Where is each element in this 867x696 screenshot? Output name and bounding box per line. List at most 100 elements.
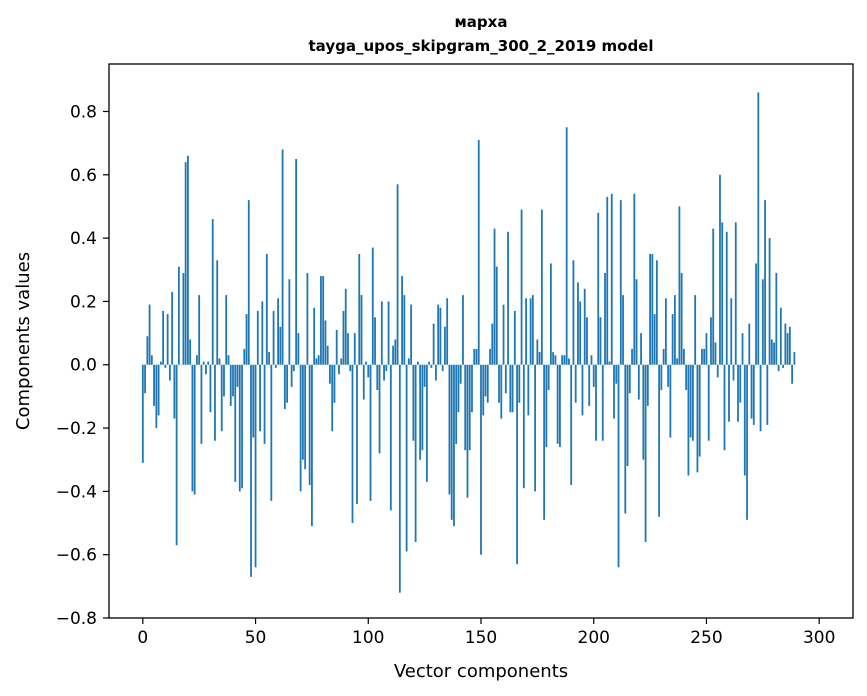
bar bbox=[189, 339, 192, 365]
bar bbox=[229, 364, 232, 406]
bar bbox=[153, 364, 155, 406]
bar bbox=[392, 345, 394, 365]
bar bbox=[619, 200, 622, 365]
bar bbox=[504, 364, 507, 394]
bar bbox=[685, 364, 688, 391]
bar bbox=[536, 339, 539, 365]
bar bbox=[642, 364, 645, 460]
bar bbox=[464, 364, 467, 451]
bar bbox=[608, 361, 611, 365]
bar bbox=[777, 364, 780, 372]
bar bbox=[723, 364, 726, 451]
y-tick-label: 0.0 bbox=[70, 356, 97, 376]
bar bbox=[290, 364, 293, 387]
y-tick-label: −0.4 bbox=[56, 482, 97, 502]
bar bbox=[495, 266, 498, 365]
bar bbox=[419, 364, 422, 460]
bar bbox=[308, 364, 311, 486]
bar bbox=[146, 336, 149, 365]
x-tick-label: 200 bbox=[578, 628, 610, 648]
bar-series bbox=[141, 92, 796, 593]
bar bbox=[667, 364, 670, 387]
bar bbox=[482, 364, 485, 416]
bar bbox=[649, 253, 651, 365]
bar bbox=[317, 355, 320, 365]
bar bbox=[534, 364, 537, 492]
bar bbox=[423, 364, 426, 387]
y-tick-label: −0.2 bbox=[56, 419, 97, 439]
bar bbox=[236, 364, 239, 387]
bar bbox=[604, 272, 606, 365]
bar bbox=[775, 272, 778, 365]
chart-title: марха tayga_upos_skipgram_300_2_2019 mod… bbox=[309, 13, 654, 55]
bar bbox=[732, 364, 735, 381]
bar bbox=[653, 314, 656, 365]
bar bbox=[421, 364, 424, 451]
bar bbox=[252, 364, 255, 438]
bar bbox=[673, 295, 676, 365]
bar bbox=[583, 288, 586, 365]
bar bbox=[247, 200, 250, 365]
bar bbox=[150, 355, 153, 365]
bar bbox=[516, 364, 518, 565]
bar bbox=[425, 364, 428, 482]
y-tick-label: 0.4 bbox=[70, 229, 97, 249]
bar bbox=[595, 364, 597, 441]
bar bbox=[299, 364, 302, 492]
bar bbox=[633, 193, 636, 365]
x-axis-ticks: 0 50 100 150 200 250 300 bbox=[137, 618, 835, 648]
bar bbox=[344, 288, 347, 365]
bar bbox=[263, 364, 266, 444]
bar bbox=[283, 364, 286, 410]
bar bbox=[586, 317, 588, 365]
bar bbox=[518, 364, 521, 403]
bar bbox=[559, 364, 561, 448]
bar bbox=[453, 364, 455, 527]
bar bbox=[622, 295, 624, 365]
bar bbox=[295, 158, 298, 365]
bar bbox=[728, 364, 730, 422]
y-axis-ticks: −0.8 −0.6 −0.4 −0.2 0.0 0.2 0.4 0.6 0.8 bbox=[56, 102, 109, 629]
bar bbox=[313, 307, 316, 365]
bar bbox=[599, 317, 602, 365]
bar bbox=[416, 361, 419, 365]
bar bbox=[714, 342, 717, 365]
bar bbox=[441, 364, 444, 372]
y-tick-label: 0.2 bbox=[70, 292, 97, 312]
bar bbox=[297, 333, 300, 365]
bar bbox=[347, 333, 349, 365]
bar bbox=[565, 127, 568, 365]
bar bbox=[256, 310, 259, 365]
bar bbox=[430, 364, 433, 368]
bar bbox=[168, 364, 171, 381]
bar bbox=[689, 364, 692, 438]
bar bbox=[522, 364, 525, 489]
bar bbox=[694, 295, 697, 365]
bar bbox=[351, 364, 354, 524]
bar bbox=[367, 364, 370, 378]
bar bbox=[606, 196, 609, 365]
bar bbox=[527, 364, 530, 416]
bar bbox=[198, 295, 201, 365]
y-tick-label: 0.8 bbox=[70, 102, 97, 122]
bar bbox=[752, 364, 755, 425]
bar bbox=[743, 364, 746, 476]
bar bbox=[651, 253, 654, 365]
bar bbox=[529, 298, 532, 365]
bar bbox=[279, 326, 282, 365]
bar bbox=[365, 361, 367, 365]
bar bbox=[597, 212, 600, 365]
bar bbox=[412, 364, 415, 441]
bar bbox=[405, 364, 408, 552]
bar bbox=[403, 295, 406, 365]
bar bbox=[757, 92, 760, 365]
bar bbox=[376, 364, 379, 391]
chart-title-line-2: tayga_upos_skipgram_300_2_2019 model bbox=[309, 37, 654, 55]
bar bbox=[669, 364, 672, 438]
bar bbox=[563, 355, 566, 365]
x-tick-label: 50 bbox=[245, 628, 267, 648]
bar bbox=[613, 364, 615, 419]
bar bbox=[141, 364, 144, 463]
bar bbox=[635, 279, 638, 365]
bar bbox=[480, 364, 482, 555]
